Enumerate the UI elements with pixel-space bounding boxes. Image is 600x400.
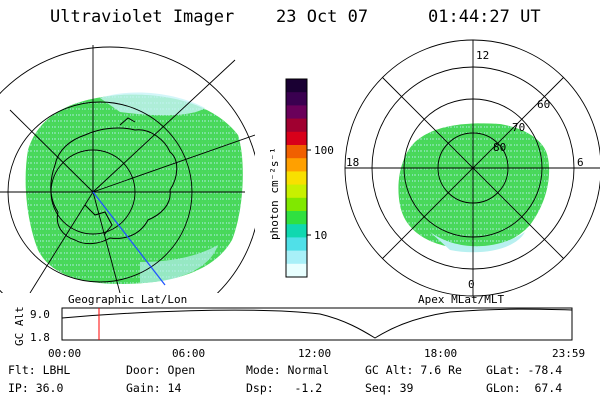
timeline-ytick-top: 9.0 (30, 308, 50, 321)
timeline-ytick-bottom: 1.8 (30, 331, 50, 344)
colorbar-swatch (286, 237, 307, 252)
mlt-label-18: 18 (346, 156, 359, 169)
colorbar-tick-100: 100 (314, 144, 334, 157)
colorbar-swatch (286, 105, 307, 120)
colorbar-swatch (286, 263, 307, 278)
timeline-xtick-1: 06:00 (172, 347, 205, 360)
time-label: 01:44:27 UT (428, 7, 541, 27)
mlat-label-80: 80 (493, 141, 506, 154)
colorbar-swatch (286, 131, 307, 146)
mlt-label-0: 0 (468, 278, 475, 291)
colorbar-swatch (286, 158, 307, 172)
timeline-xtick-3: 18:00 (424, 347, 457, 360)
apex-grid (344, 39, 600, 297)
colorbar-swatch (286, 79, 307, 93)
colorbar-swatch (286, 211, 307, 225)
meta-door: Door: Open (126, 363, 196, 377)
antarctica-coastline (50, 117, 178, 245)
mlat-label-60: 60 (537, 98, 550, 111)
meta-glat: GLat: -78.4 (486, 363, 563, 377)
meta-dsp: Dsp: -1.2 (246, 381, 323, 395)
left-map-label: Geographic Lat/Lon (68, 293, 187, 306)
right-map-label: Apex MLat/MLT (418, 293, 504, 306)
date-label: 23 Oct 07 (276, 7, 369, 27)
colorbar-swatch (286, 92, 307, 106)
timeline-ylabel: GC Alt (13, 306, 26, 346)
meta-gain: Gain: 14 (126, 381, 182, 395)
apex-map: 12 0 18 6 80 70 60 (344, 39, 600, 297)
colorbar-tick-10: 10 (314, 229, 327, 242)
uv-emission-image-left (25, 92, 243, 284)
meta-seq: Seq: 39 (365, 381, 414, 395)
colorbar-swatch (286, 145, 307, 159)
colorbar-swatch (286, 184, 307, 199)
mlt-label-6: 6 (577, 156, 584, 169)
geo-grid (0, 45, 255, 293)
colorbar-unit-label: photon cm⁻²s⁻¹ (268, 147, 281, 240)
orbit-timeline: GC Alt 9.0 1.8 00:00 06:00 12:00 18:00 2… (13, 306, 585, 360)
timeline-xtick-0: 00:00 (48, 347, 81, 360)
uv-emission-image-right (398, 123, 550, 253)
meta-ip: IP: 36.0 (8, 381, 64, 395)
terminator-line (92, 191, 166, 286)
colorbar-swatch (286, 224, 307, 238)
colorbar: 100 10 photon cm⁻²s⁻¹ (268, 78, 334, 278)
meta-gc-alt: GC Alt: 7.6 Re (365, 363, 462, 377)
instrument-title: Ultraviolet Imager (50, 7, 235, 27)
meta-glon: GLon: 67.4 (486, 381, 563, 395)
colorbar-swatch (286, 197, 307, 212)
mlt-label-12: 12 (476, 49, 489, 62)
timeline-xtick-2: 12:00 (298, 347, 331, 360)
colorbar-swatch (286, 118, 307, 133)
geographic-map (0, 45, 255, 293)
gc-alt-curve (61, 308, 573, 339)
timeline-frame (61, 307, 573, 341)
colorbar-swatch (286, 171, 307, 186)
meta-mode: Mode: Normal (246, 363, 330, 377)
meta-filter: Flt: LBHL (8, 363, 71, 377)
colorbar-swatch (286, 250, 307, 265)
mlat-label-70: 70 (512, 121, 525, 134)
timeline-xtick-4: 23:59 (552, 347, 585, 360)
